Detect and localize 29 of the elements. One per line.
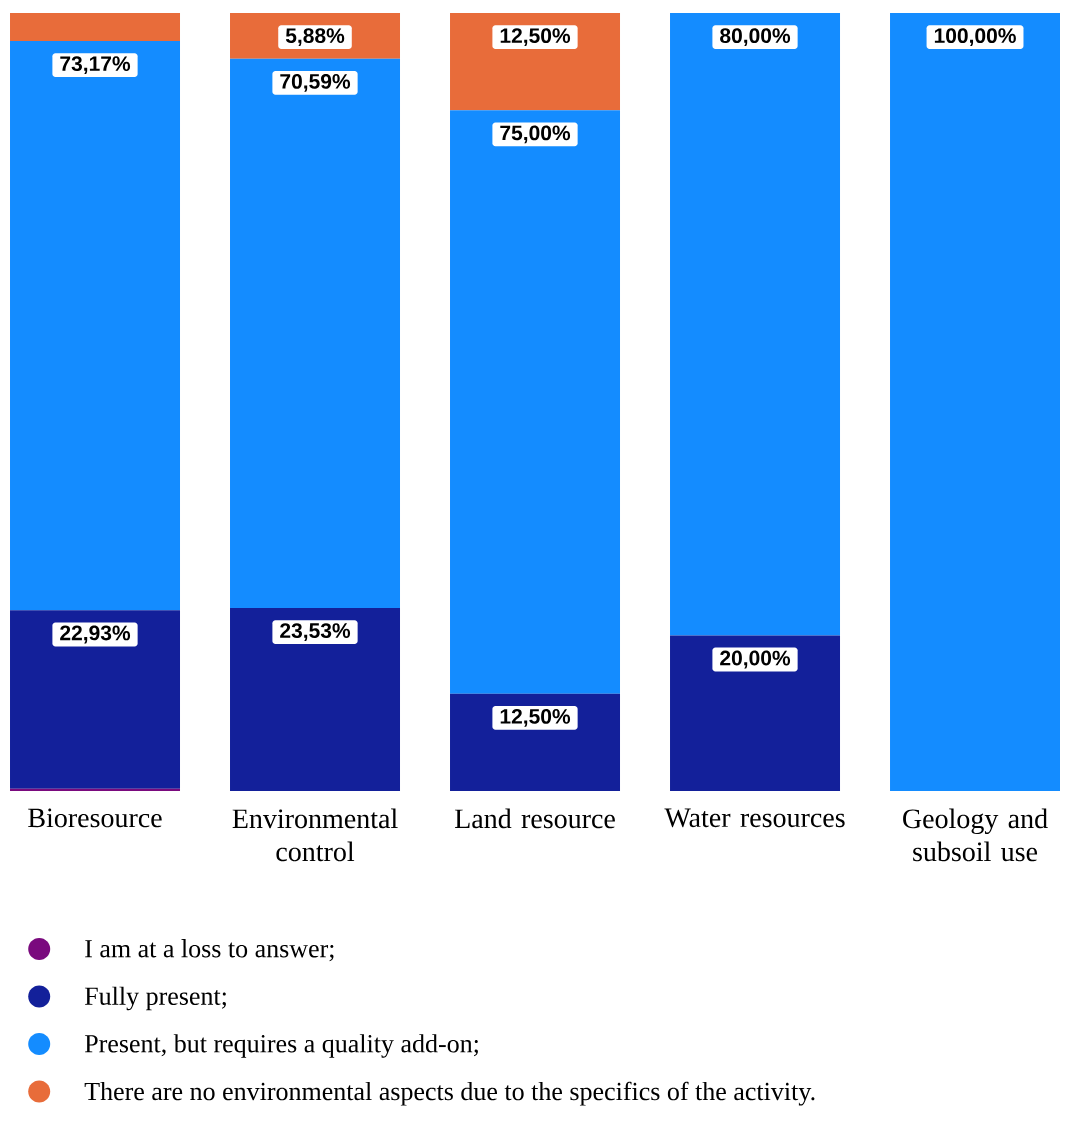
data-label: 12,50% [500, 708, 571, 727]
bar [890, 13, 1061, 792]
legend-label: There are no environmental aspects due to the specifics of the activity. [84, 1081, 815, 1106]
data-label: 75,00% [500, 125, 571, 144]
legend-label: Present, but requires a quality add-on; [84, 1034, 478, 1058]
legend-label: Fully present; [84, 986, 226, 1011]
bar [230, 58, 401, 608]
x-tick-label: Geology and subsoil use [903, 808, 1048, 862]
bar [10, 610, 181, 789]
data-label: 22,93% [60, 625, 131, 644]
bar [450, 110, 621, 694]
data-label: 70,59% [280, 73, 351, 92]
x-tick-label: Environmental control [232, 808, 398, 862]
data-label: 20,00% [720, 650, 791, 669]
data-label: 23,53% [280, 623, 351, 642]
bar [10, 13, 181, 42]
legend-label: I am at a loss to answer; [85, 939, 334, 962]
bar [10, 41, 181, 611]
data-label: 80,00% [720, 28, 791, 47]
x-tick-label: Water resources [664, 808, 845, 828]
bar [670, 635, 841, 792]
data-label: 12,50% [500, 28, 571, 47]
data-label: 73,17% [60, 56, 131, 75]
data-label: 5,88% [285, 28, 345, 47]
data-label: 100,00% [934, 28, 1016, 47]
bar [670, 13, 841, 636]
x-tick-label: Bioresource [28, 808, 162, 828]
x-tick-label: Land resource [454, 808, 615, 829]
bar [230, 607, 401, 792]
